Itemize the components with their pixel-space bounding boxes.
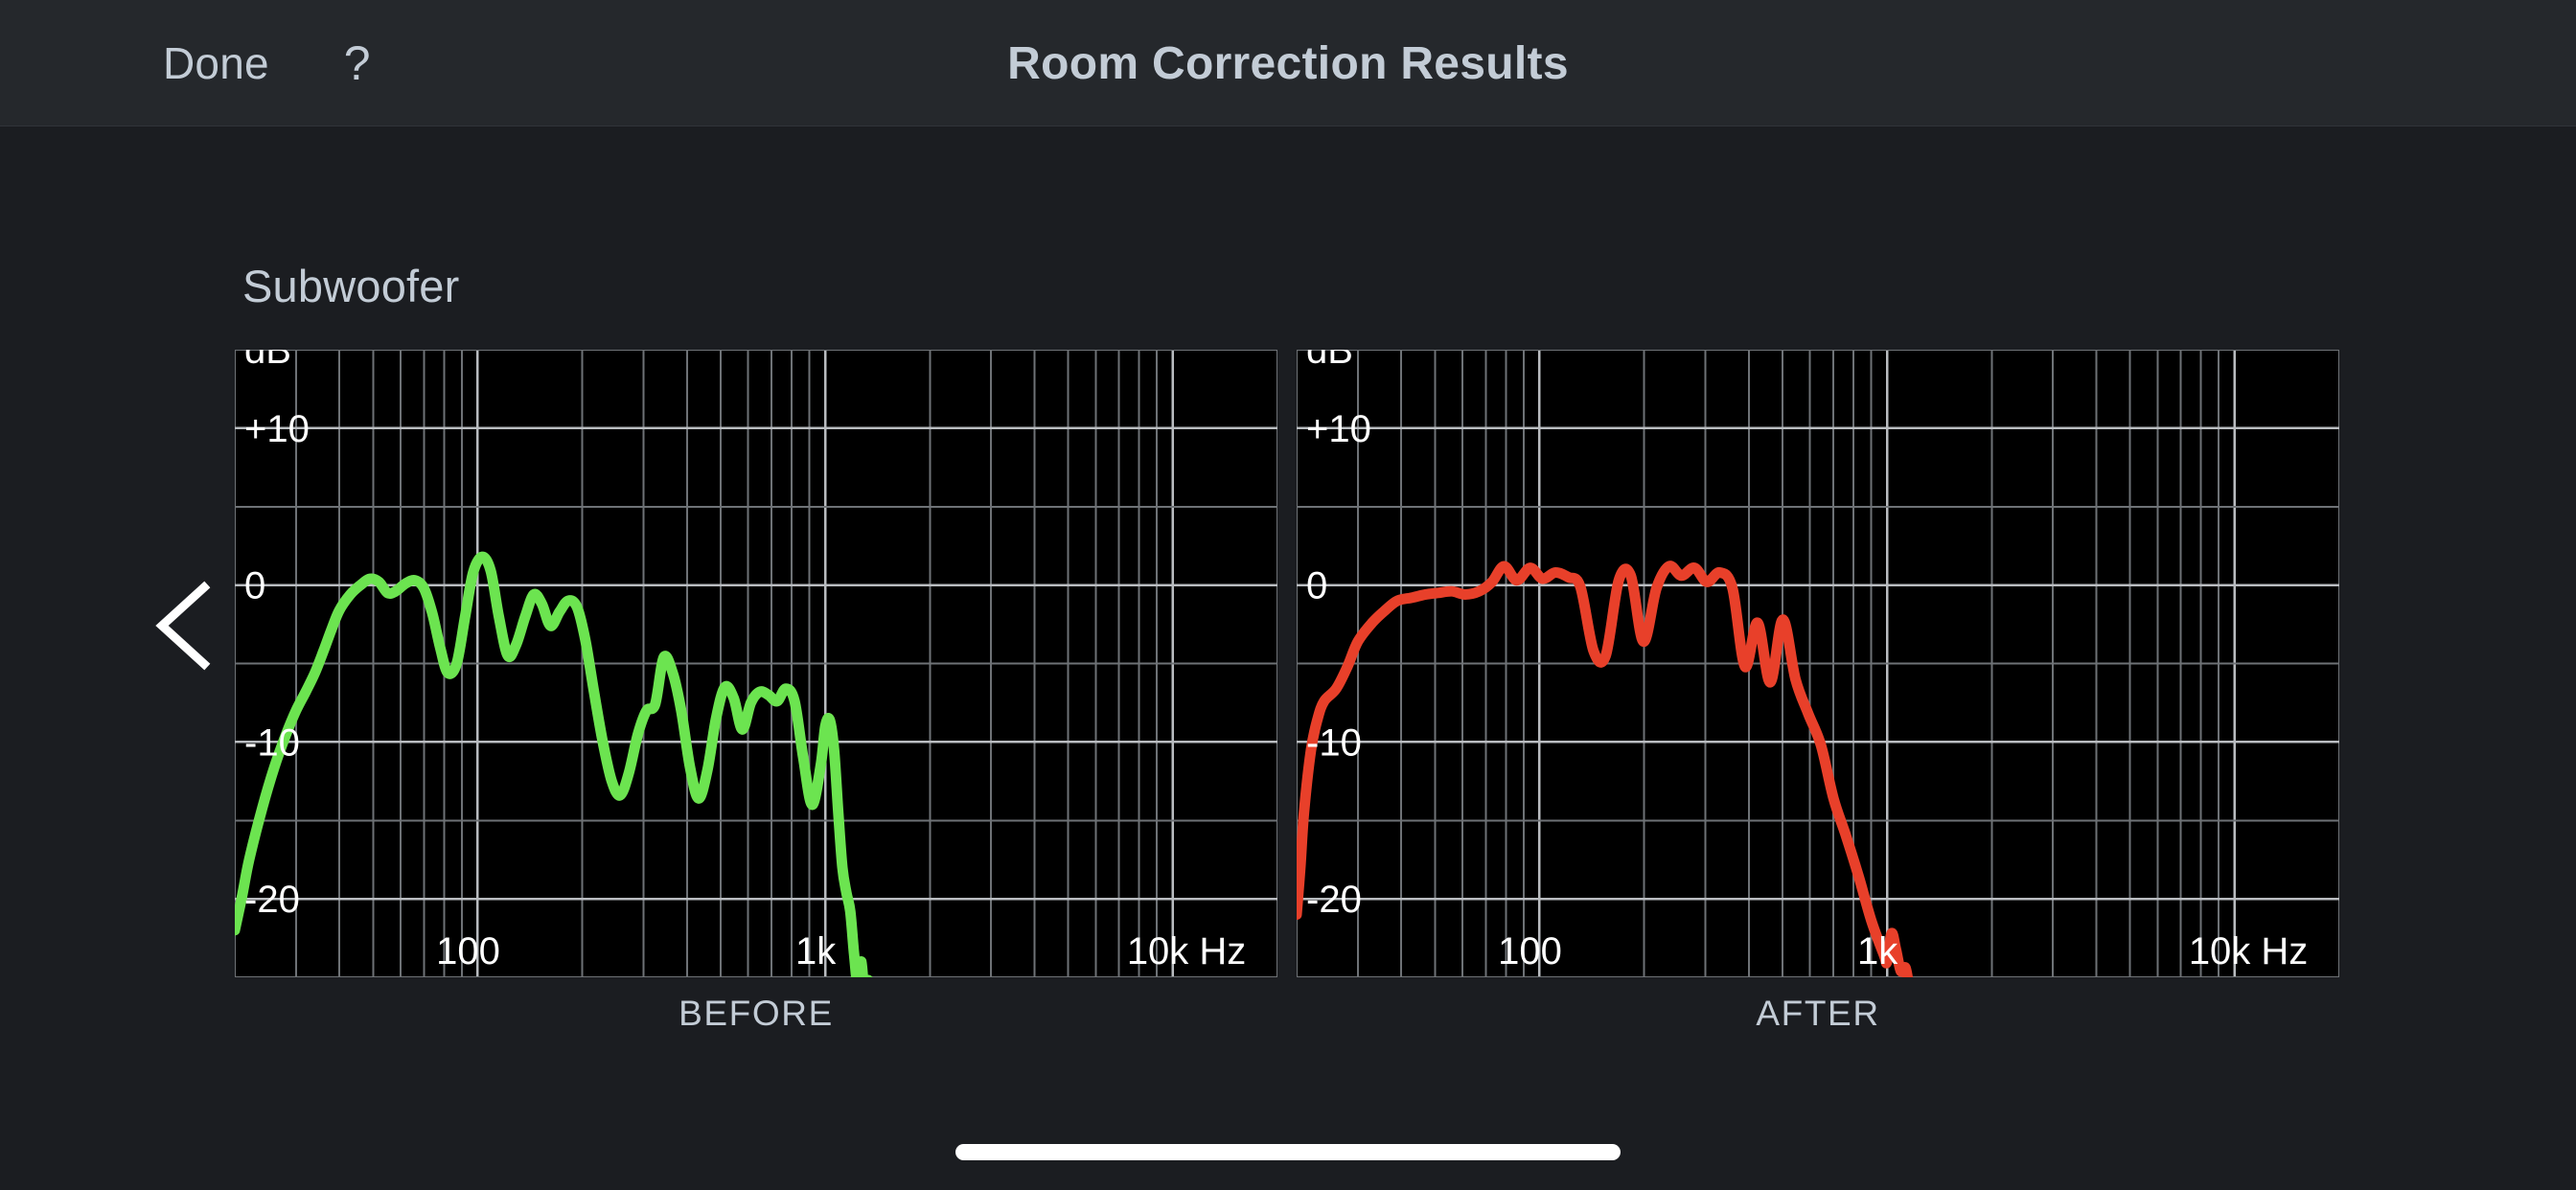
chart-before[interactable]: dB +10 0 -10 -20 100 1k 10k Hz — [235, 350, 1277, 977]
navigation-bar: Done ? Room Correction Results — [0, 0, 2576, 126]
chart-before-container: dB +10 0 -10 -20 100 1k 10k Hz BEFORE — [235, 350, 1277, 1033]
chart-after[interactable]: dB +10 0 -10 -20 100 1k 10k Hz — [1297, 350, 2339, 977]
svg-text:0: 0 — [244, 565, 265, 607]
svg-text:-10: -10 — [244, 721, 300, 764]
svg-text:+10: +10 — [1306, 408, 1371, 450]
chart-after-container: dB +10 0 -10 -20 100 1k 10k Hz AFTER — [1297, 350, 2339, 1033]
svg-text:dB: dB — [1306, 350, 1353, 372]
svg-text:-20: -20 — [244, 879, 300, 921]
svg-text:1k: 1k — [795, 930, 837, 973]
svg-text:-10: -10 — [1306, 721, 1362, 764]
svg-text:+10: +10 — [244, 408, 310, 450]
charts-row: dB +10 0 -10 -20 100 1k 10k Hz BEFORE dB +10 0 -10… — [235, 350, 2339, 1033]
svg-text:0: 0 — [1306, 565, 1327, 607]
svg-text:10k Hz: 10k Hz — [1127, 930, 1247, 973]
home-indicator[interactable] — [955, 1144, 1621, 1160]
navbar-left-group: Done ? — [163, 0, 371, 126]
chevron-left-icon[interactable] — [149, 580, 218, 672]
svg-text:dB: dB — [244, 350, 291, 372]
chart-after-caption: AFTER — [1756, 994, 1880, 1033]
chart-before-svg: dB +10 0 -10 -20 100 1k 10k Hz — [235, 350, 1277, 977]
svg-text:100: 100 — [1498, 930, 1562, 973]
chart-before-caption: BEFORE — [678, 994, 834, 1033]
svg-text:-20: -20 — [1306, 879, 1362, 921]
svg-text:1k: 1k — [1857, 930, 1898, 973]
svg-text:100: 100 — [436, 930, 500, 973]
help-icon[interactable]: ? — [343, 36, 371, 90]
svg-text:10k Hz: 10k Hz — [2189, 930, 2309, 973]
done-button[interactable]: Done — [163, 38, 269, 88]
chart-after-svg: dB +10 0 -10 -20 100 1k 10k Hz — [1297, 350, 2339, 977]
speaker-channel-label: Subwoofer — [242, 261, 460, 311]
page-title: Room Correction Results — [1007, 37, 1569, 89]
